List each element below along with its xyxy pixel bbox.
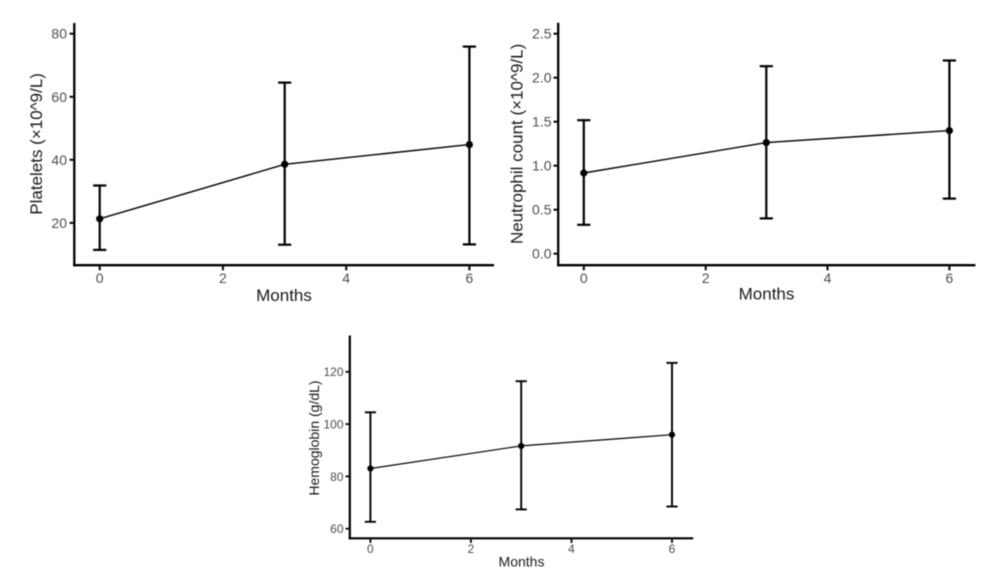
svg-text:0: 0 bbox=[96, 270, 104, 286]
svg-text:4: 4 bbox=[824, 270, 832, 286]
svg-text:1.0: 1.0 bbox=[532, 158, 552, 174]
svg-text:6: 6 bbox=[466, 270, 474, 286]
svg-text:60: 60 bbox=[330, 522, 344, 536]
svg-text:Platelets (×10^9/L): Platelets (×10^9/L) bbox=[27, 73, 46, 215]
svg-text:2: 2 bbox=[468, 542, 475, 556]
svg-text:120: 120 bbox=[323, 365, 343, 379]
svg-text:2: 2 bbox=[219, 270, 227, 286]
svg-text:Months: Months bbox=[739, 284, 795, 303]
svg-text:6: 6 bbox=[669, 542, 676, 556]
svg-text:1.5: 1.5 bbox=[532, 114, 552, 130]
svg-text:2.0: 2.0 bbox=[532, 70, 552, 86]
svg-text:80: 80 bbox=[51, 26, 67, 42]
svg-text:0.5: 0.5 bbox=[532, 202, 552, 218]
svg-text:4: 4 bbox=[568, 542, 575, 556]
svg-text:4: 4 bbox=[342, 270, 350, 286]
svg-text:0: 0 bbox=[580, 270, 588, 286]
svg-text:2: 2 bbox=[702, 270, 710, 286]
svg-text:60: 60 bbox=[51, 89, 67, 105]
svg-text:80: 80 bbox=[330, 470, 344, 484]
svg-text:Hemoglobin (g/dL): Hemoglobin (g/dL) bbox=[306, 380, 322, 495]
svg-text:20: 20 bbox=[51, 215, 67, 231]
svg-text:100: 100 bbox=[323, 418, 343, 432]
svg-text:Months: Months bbox=[256, 286, 312, 305]
svg-text:Neutrophil count (×10^9/L): Neutrophil count (×10^9/L) bbox=[508, 44, 527, 244]
svg-text:0.0: 0.0 bbox=[532, 246, 552, 262]
svg-text:Months: Months bbox=[499, 553, 545, 569]
svg-text:2.5: 2.5 bbox=[532, 26, 552, 42]
svg-text:6: 6 bbox=[946, 270, 954, 286]
svg-text:40: 40 bbox=[51, 152, 67, 168]
svg-text:0: 0 bbox=[367, 542, 374, 556]
